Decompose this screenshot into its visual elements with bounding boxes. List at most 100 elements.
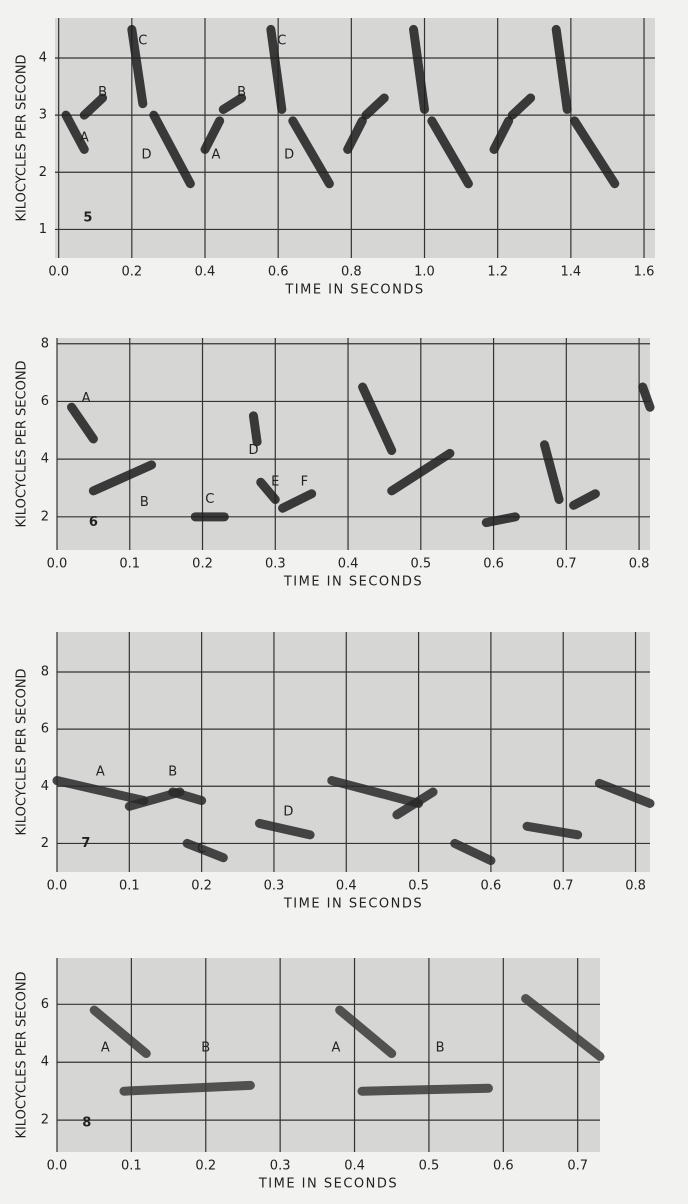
annotation: B: [237, 85, 246, 100]
plot-area: [57, 958, 600, 1152]
syllable: [357, 1083, 493, 1096]
y-axis-title: KILOCYCLES PER SECOND: [15, 971, 30, 1138]
y-axis-title: KILOCYCLES PER SECOND: [15, 360, 30, 527]
x-tick-label: 0.7: [567, 1159, 588, 1174]
y-tick-label: 2: [41, 509, 49, 524]
x-tick-label: 1.0: [414, 265, 435, 280]
x-tick-label: 1.4: [561, 265, 582, 280]
syllable: [127, 24, 148, 109]
syllable: [88, 460, 157, 496]
x-axis-title: TIME IN SECONDS: [283, 575, 423, 590]
x-tick-label: 0.1: [119, 557, 140, 572]
x-tick-label: 0.2: [195, 1159, 216, 1174]
syllable: [551, 24, 572, 114]
y-tick-label: 8: [41, 665, 49, 680]
syllable: [182, 838, 228, 863]
syllable: [266, 24, 287, 114]
y-tick-label: 6: [41, 394, 49, 409]
x-tick-label: 1.2: [487, 265, 508, 280]
x-axis-title: TIME IN SECONDS: [258, 1177, 398, 1192]
x-tick-label: 0.0: [47, 879, 68, 894]
syllable: [343, 116, 367, 154]
syllable: [427, 116, 473, 189]
annotation: B: [140, 495, 149, 510]
syllable: [358, 382, 397, 455]
syllable: [149, 110, 195, 189]
x-axis-title: TIME IN SECONDS: [284, 283, 424, 298]
x-tick-label: 0.8: [629, 557, 650, 572]
syllable: [409, 24, 430, 114]
x-tick-label: 0.5: [408, 879, 429, 894]
syllable: [594, 778, 655, 808]
syllable: [67, 402, 98, 444]
syllable: [335, 1005, 397, 1059]
x-tick-label: 0.3: [265, 557, 286, 572]
annotation: B: [98, 85, 107, 100]
x-tick-label: 1.6: [634, 265, 655, 280]
annotation: A: [96, 765, 105, 780]
syllable: [52, 776, 149, 806]
x-tick-label: 0.4: [195, 265, 216, 280]
x-tick-label: 0.5: [410, 557, 431, 572]
y-tick-label: 8: [41, 336, 49, 351]
annotation: C: [205, 492, 214, 507]
syllable: [507, 93, 536, 120]
x-tick-label: 0.0: [47, 557, 68, 572]
x-tick-label: 0.1: [121, 1159, 142, 1174]
syllable: [79, 93, 108, 120]
annotation: D: [248, 443, 258, 458]
syllable: [450, 838, 496, 866]
y-tick-label: 1: [39, 222, 47, 237]
syllable: [200, 116, 225, 154]
syllable: [256, 477, 280, 505]
x-tick-label: 0.4: [338, 557, 359, 572]
syllable: [361, 93, 389, 120]
x-tick-label: 0.4: [344, 1159, 365, 1174]
annotation: A: [101, 1040, 110, 1055]
x-tick-label: 0.7: [556, 557, 577, 572]
x-tick-label: 0.2: [191, 879, 212, 894]
syllable: [278, 489, 317, 513]
y-tick-label: 4: [39, 51, 47, 66]
x-tick-label: 0.0: [48, 265, 69, 280]
y-tick-label: 4: [41, 1055, 49, 1070]
y-tick-label: 2: [41, 836, 49, 851]
syllable: [89, 1005, 151, 1059]
annotation: C: [277, 33, 286, 48]
y-tick-label: 4: [41, 452, 49, 467]
x-tick-label: 0.6: [268, 265, 289, 280]
x-tick-label: 0.8: [625, 879, 646, 894]
syllable: [521, 994, 605, 1061]
annotation: A: [80, 131, 89, 146]
syllable: [638, 382, 655, 412]
y-tick-label: 2: [39, 165, 47, 180]
y-axis-title: KILOCYCLES PER SECOND: [15, 54, 30, 221]
syllable: [570, 116, 620, 189]
x-tick-label: 0.8: [341, 265, 362, 280]
syllable: [387, 448, 455, 496]
x-tick-label: 0.6: [481, 879, 502, 894]
annotation: E: [271, 475, 279, 490]
y-axis-title: KILOCYCLES PER SECOND: [15, 668, 30, 835]
x-tick-label: 0.2: [121, 265, 142, 280]
panel-label: 8: [82, 1116, 91, 1131]
annotation: B: [201, 1040, 210, 1055]
x-tick-label: 0.6: [483, 557, 504, 572]
syllable: [61, 110, 89, 154]
x-tick-label: 0.6: [493, 1159, 514, 1174]
syllable: [481, 512, 520, 528]
annotation: D: [284, 148, 294, 163]
annotation: B: [168, 765, 177, 780]
y-tick-label: 6: [41, 997, 49, 1012]
x-tick-label: 0.5: [419, 1159, 440, 1174]
annotation: A: [212, 148, 221, 163]
annotation: A: [82, 391, 91, 406]
panel-label: 5: [83, 211, 92, 226]
syllable: [569, 489, 600, 510]
y-tick-label: 2: [41, 1113, 49, 1128]
syllable: [254, 818, 315, 840]
plot-area: [57, 338, 650, 550]
x-tick-label: 0.3: [264, 879, 285, 894]
annotation: A: [331, 1040, 340, 1055]
